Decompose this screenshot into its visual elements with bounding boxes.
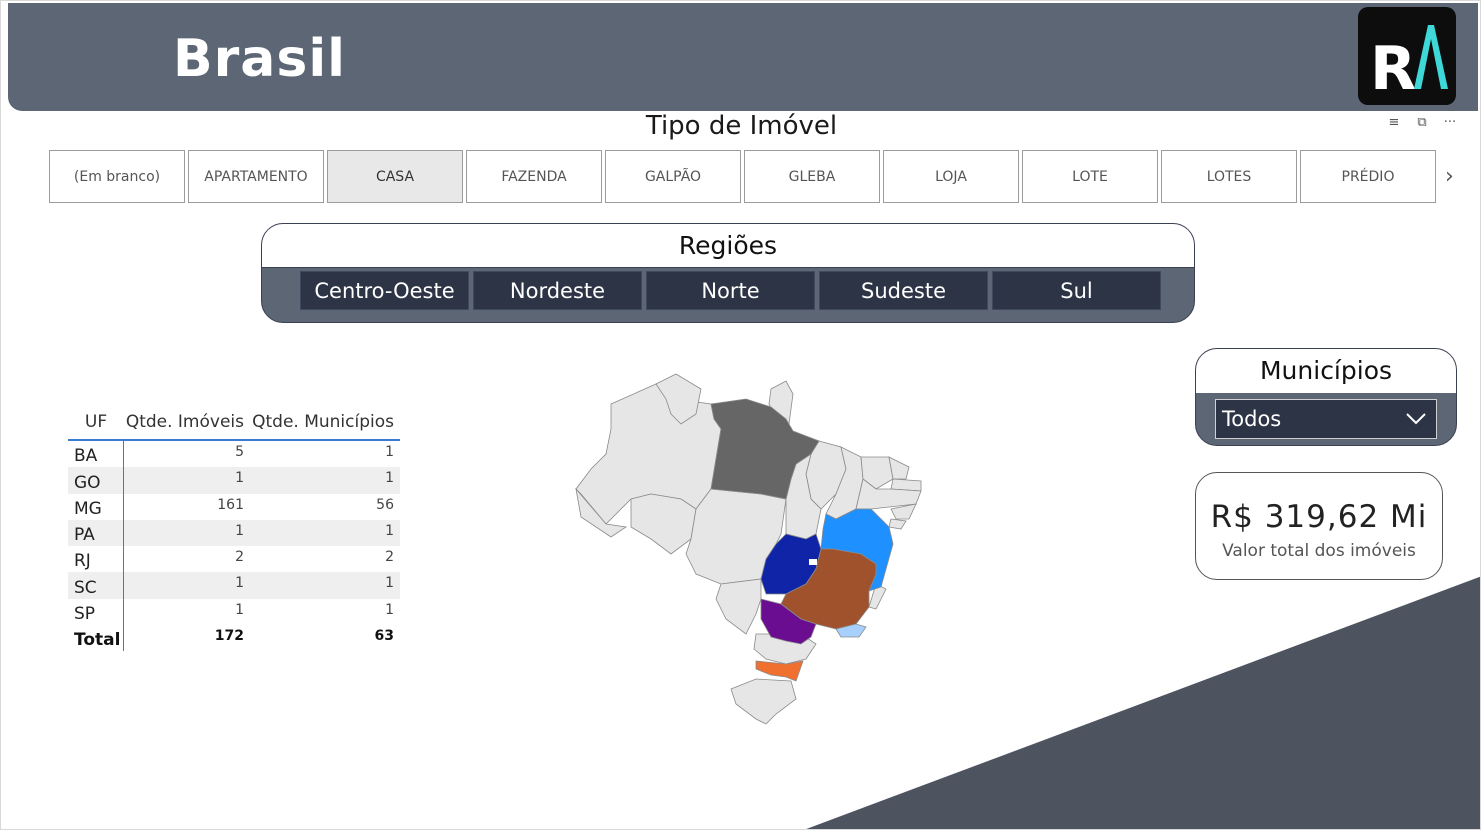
state-PA	[710, 398, 820, 500]
municipios-selected-value: Todos	[1222, 407, 1282, 431]
state-SC	[755, 660, 804, 682]
municipios-dropdown[interactable]: Todos	[1215, 399, 1437, 439]
chevron-down-icon	[1406, 413, 1426, 425]
table-row[interactable]: PA 1 1	[68, 519, 400, 547]
state-RR	[655, 373, 702, 425]
table-row[interactable]: SP 1 1	[68, 598, 400, 626]
header-uf[interactable]: UF	[84, 411, 108, 432]
state-RJ	[835, 623, 867, 638]
brand-logo: R	[1358, 7, 1456, 105]
type-option[interactable]: FAZENDA	[466, 150, 602, 203]
page-title: Brasil	[173, 29, 346, 89]
header-qtde-municipios[interactable]: Qtde. Municípios	[252, 411, 394, 432]
state-MS	[715, 578, 762, 635]
state-CE	[860, 456, 894, 490]
kpi-label: Valor total dos imóveis	[1222, 541, 1416, 561]
state-AL	[890, 503, 917, 520]
table-row[interactable]: GO 1 1	[68, 467, 400, 494]
table-row[interactable]: BA 5 1	[68, 441, 400, 468]
region-option[interactable]: Nordeste	[473, 271, 642, 310]
kpi-value: R$ 319,62 Mi	[1210, 499, 1428, 535]
type-option[interactable]: GLEBA	[744, 150, 880, 203]
state-RN	[888, 456, 910, 480]
regions-slicer: Regiões Centro-Oeste Nordeste Norte Sude…	[261, 223, 1195, 323]
regions-title: Regiões	[262, 224, 1194, 268]
region-option[interactable]: Sudeste	[819, 271, 988, 310]
table-row[interactable]: MG 161 56	[68, 493, 400, 520]
state-SP	[760, 598, 817, 645]
type-option[interactable]: PRÉDIO	[1300, 150, 1436, 203]
total-value-card: R$ 319,62 Mi Valor total dos imóveis	[1195, 472, 1443, 580]
type-option[interactable]: LOTE	[1022, 150, 1158, 203]
filter-icon[interactable]: ≡	[1388, 115, 1400, 130]
state-AC	[575, 487, 628, 538]
table-row[interactable]: SC 1 1	[68, 572, 400, 599]
property-type-slicer: (Em branco) APARTAMENTO CASA FAZENDA GAL…	[49, 150, 1436, 203]
chevron-right-icon[interactable]: ›	[1445, 164, 1454, 189]
visual-toolbar: ≡ ⧉ ···	[1387, 115, 1457, 130]
region-option[interactable]: Norte	[646, 271, 815, 310]
brazil-map	[575, 373, 922, 725]
more-options-icon[interactable]: ···	[1443, 115, 1457, 130]
focus-mode-icon[interactable]: ⧉	[1417, 115, 1427, 130]
region-option[interactable]: Sul	[992, 271, 1161, 310]
uf-table: UF Qtde. Imóveis Qtde. Municípios BA 5 1 G…	[68, 404, 400, 652]
state-ES	[868, 583, 887, 610]
municipios-slicer: Municípios Todos	[1195, 348, 1457, 446]
state-DF-marker	[809, 559, 817, 565]
property-type-title: Tipo de Imóvel	[645, 111, 838, 141]
header-qtde-imoveis[interactable]: Qtde. Imóveis	[125, 411, 244, 432]
region-option[interactable]: Centro-Oeste	[300, 271, 469, 310]
table-header: UF Qtde. Imóveis Qtde. Municípios	[68, 404, 400, 441]
table-row[interactable]: RJ 2 2	[68, 546, 400, 573]
svg-text:R: R	[1370, 34, 1416, 104]
type-option[interactable]: (Em branco)	[49, 150, 185, 203]
table-total-row: Total 172 63	[68, 625, 400, 652]
state-RS	[730, 678, 797, 725]
header-band	[8, 3, 1348, 111]
state-SE	[888, 518, 907, 530]
municipios-title: Municípios	[1196, 349, 1456, 393]
state-RO	[630, 493, 697, 555]
type-option-selected[interactable]: CASA	[327, 150, 463, 203]
type-option[interactable]: GALPÃO	[605, 150, 741, 203]
type-option[interactable]: APARTAMENTO	[188, 150, 324, 203]
type-option[interactable]: LOJA	[883, 150, 1019, 203]
type-option[interactable]: LOTES	[1161, 150, 1297, 203]
